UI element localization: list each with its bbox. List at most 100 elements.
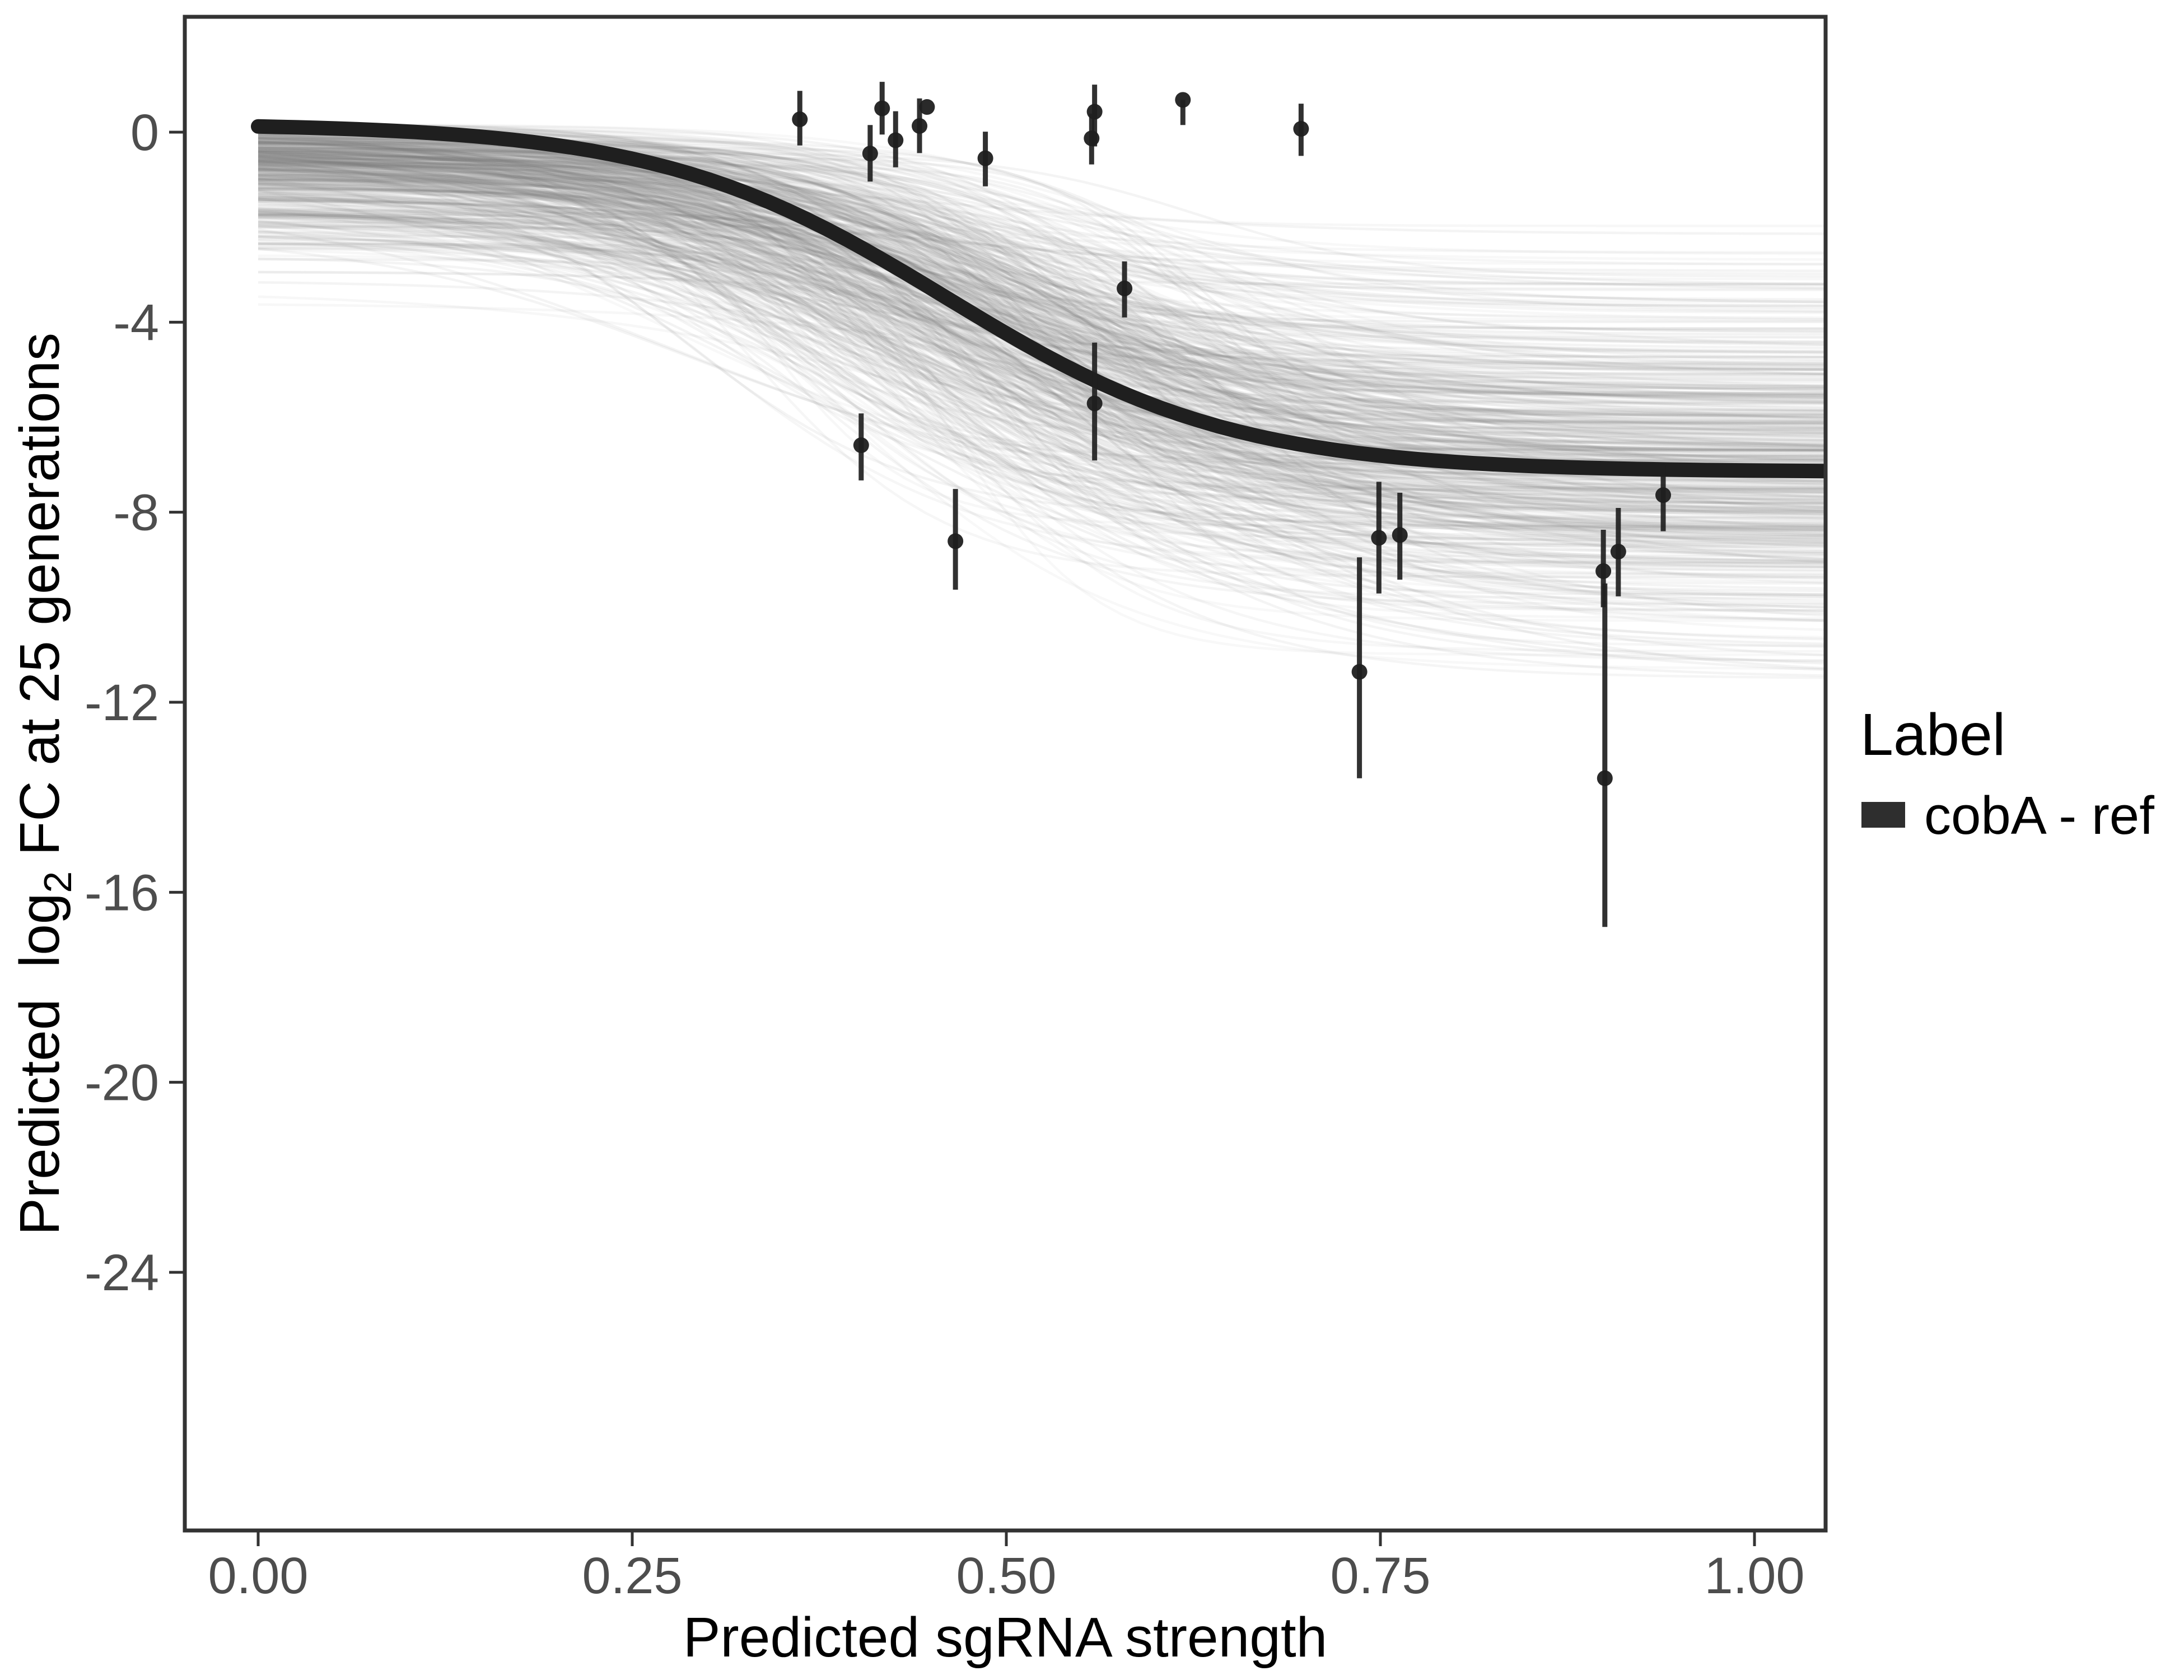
posterior-draw-line (258, 209, 1826, 399)
posterior-draw-line (258, 176, 1826, 235)
data-pointranges (792, 82, 1672, 927)
y-tick-label: -8 (113, 484, 159, 542)
posterior-draw-line (258, 164, 1826, 499)
legend-entry-label: cobA - ref (1924, 786, 2154, 846)
posterior-draw-line (258, 128, 1826, 286)
data-point (1610, 544, 1626, 560)
posterior-draw-line (258, 134, 1826, 388)
posterior-draw-line (258, 162, 1826, 548)
data-point (1371, 530, 1387, 546)
posterior-draw-line (258, 235, 1826, 456)
posterior-draw-line (258, 142, 1826, 398)
posterior-draw-line (258, 196, 1826, 347)
posterior-draw-line (258, 178, 1826, 413)
posterior-draw-line (258, 270, 1826, 330)
posterior-draw-line (258, 154, 1826, 548)
posterior-draw-line (258, 172, 1826, 399)
x-tick-label: 0.50 (956, 1547, 1056, 1604)
posterior-draw-line (258, 158, 1826, 598)
posterior-draw-line (258, 188, 1826, 557)
pointrange (792, 91, 808, 146)
posterior-draw-line (258, 153, 1826, 395)
posterior-draw-line (258, 167, 1826, 517)
posterior-draw-line (258, 226, 1826, 430)
posterior-draw-line (258, 243, 1826, 371)
data-point (1655, 487, 1672, 503)
posterior-draw-line (258, 186, 1826, 459)
posterior-draw-line (258, 164, 1826, 447)
posterior-draw-line (258, 160, 1826, 388)
posterior-draw-line (258, 209, 1826, 402)
posterior-draw-line (258, 161, 1826, 353)
posterior-draw-line (258, 161, 1826, 466)
posterior-draw-line (258, 270, 1826, 447)
posterior-draw-line (258, 155, 1826, 563)
posterior-draw-line (258, 209, 1826, 386)
posterior-draw-line (258, 137, 1826, 590)
posterior-draw-line (258, 248, 1826, 482)
posterior-draw-line (258, 152, 1826, 375)
posterior-draw-line (258, 188, 1826, 397)
posterior-draw-line (258, 144, 1826, 460)
posterior-draw-line (258, 176, 1826, 491)
posterior-draw-line (258, 149, 1826, 397)
posterior-draw-line (258, 156, 1826, 469)
posterior-draw-line (258, 177, 1826, 545)
posterior-draw-line (258, 225, 1826, 517)
posterior-draw-line (258, 148, 1826, 566)
posterior-draw-line (258, 147, 1826, 596)
posterior-draw-line (258, 149, 1826, 491)
posterior-draw-line (258, 146, 1826, 435)
posterior-draw-line (258, 193, 1826, 352)
posterior-draw-line (258, 141, 1826, 425)
posterior-draw-line (258, 154, 1826, 462)
posterior-draw-line (258, 178, 1826, 307)
posterior-draw-line (258, 160, 1826, 415)
posterior-draw-line (258, 281, 1826, 416)
posterior-draw-line (258, 207, 1826, 614)
posterior-draw-line (258, 174, 1826, 442)
posterior-draw-line (258, 134, 1826, 677)
posterior-draw-line (258, 199, 1826, 491)
posterior-draw-line (258, 180, 1826, 485)
posterior-draw-line (258, 144, 1826, 415)
y-tick-label: -20 (85, 1054, 159, 1112)
posterior-draw-line (258, 154, 1826, 535)
x-tick-label: 0.00 (208, 1547, 308, 1604)
posterior-draw-line (258, 242, 1826, 424)
posterior-draw-line (258, 164, 1826, 427)
posterior-draw-line (258, 163, 1826, 436)
posterior-draw-line (258, 160, 1826, 423)
posterior-draw-line (258, 207, 1826, 508)
posterior-draw-line (258, 202, 1826, 566)
posterior-draw-line (258, 165, 1826, 304)
posterior-draw-line (258, 155, 1826, 449)
posterior-draw-line (258, 211, 1826, 452)
posterior-draw-line (258, 145, 1826, 307)
posterior-draw-line (258, 146, 1826, 486)
posterior-draw-line (258, 129, 1826, 581)
posterior-draw-line (258, 181, 1826, 451)
data-point (1175, 92, 1191, 108)
posterior-draw-line (258, 137, 1826, 359)
posterior-draw-line (258, 211, 1826, 494)
posterior-draw-line (258, 223, 1826, 538)
posterior-draw-line (258, 123, 1826, 417)
posterior-draw-line (258, 183, 1826, 429)
y-axis-title-suffix: FC at 25 generations (8, 333, 71, 871)
posterior-draw-line (258, 211, 1826, 443)
posterior-draw-line (258, 166, 1826, 531)
y-tick-label: -12 (85, 674, 159, 731)
posterior-draw-line (258, 189, 1826, 665)
posterior-draw-line (258, 147, 1826, 397)
posterior-draw-line (258, 156, 1826, 389)
y-axis-title-prefix: Predicted log (8, 893, 71, 1235)
posterior-draw-line (258, 143, 1826, 544)
posterior-draw-line (258, 151, 1826, 265)
posterior-draw-line (258, 172, 1826, 314)
posterior-draw-line (258, 142, 1826, 454)
posterior-draw-line (258, 166, 1826, 458)
y-tick-label: 0 (130, 104, 159, 161)
posterior-draw-line (258, 189, 1826, 539)
data-point (862, 146, 878, 162)
